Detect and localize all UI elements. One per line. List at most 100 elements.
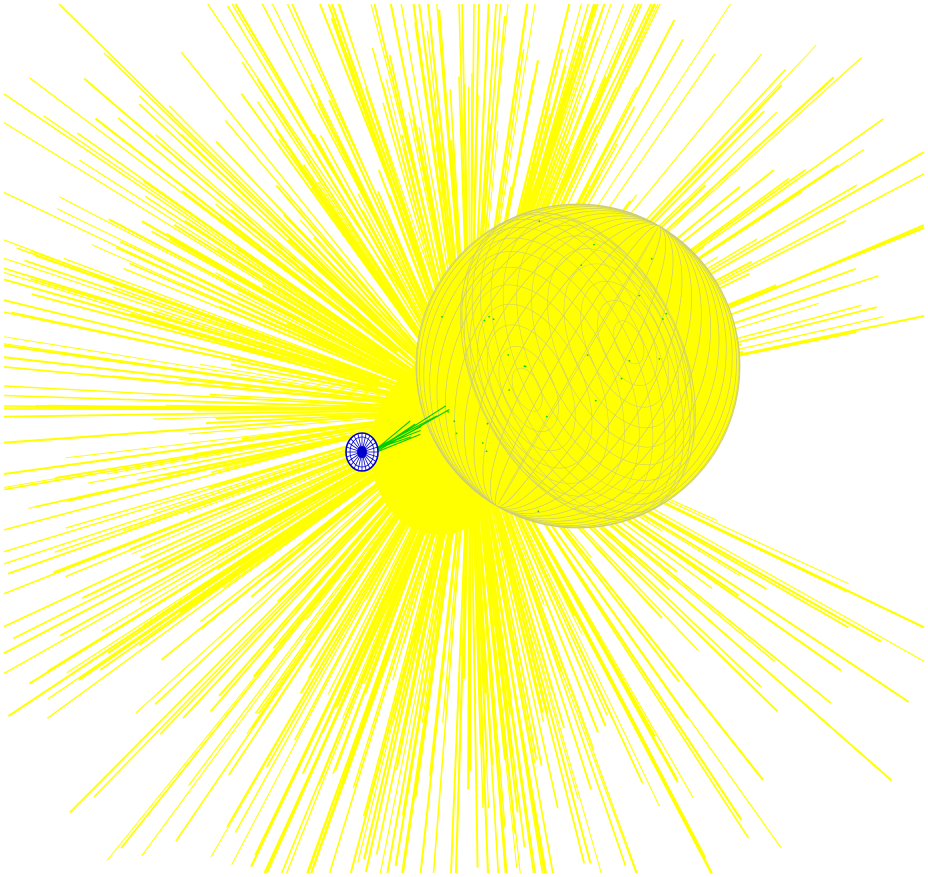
ray: [175, 429, 457, 842]
sphere-mesh-line: [516, 225, 696, 481]
ray: [471, 465, 484, 809]
ray: [481, 456, 585, 864]
ray: [335, 446, 455, 708]
ray: [3, 394, 391, 409]
ray: [493, 493, 554, 692]
ray: [230, 355, 453, 407]
ray: [328, 466, 455, 874]
ray: [3, 278, 379, 389]
trajectory: [369, 405, 447, 455]
ray: [3, 433, 423, 655]
ray: [180, 51, 460, 397]
hit-point: [492, 318, 495, 321]
ray: [473, 449, 521, 874]
hit-point: [538, 220, 541, 223]
hit-point: [662, 318, 664, 320]
ray: [3, 410, 378, 418]
ray: [76, 132, 398, 360]
ray: [371, 47, 447, 320]
ray: [139, 426, 442, 604]
ray: [386, 476, 460, 874]
ray: [3, 311, 423, 401]
ray: [130, 251, 443, 398]
ray: [252, 472, 420, 678]
ray: [328, 99, 440, 343]
ray: [357, 434, 456, 598]
ray: [301, 499, 430, 774]
ray: [86, 373, 426, 407]
ray: [271, 3, 437, 335]
ray: [184, 219, 444, 393]
ray: [188, 414, 410, 435]
ray: [256, 78, 451, 379]
ray: [495, 486, 627, 867]
ray: [479, 462, 538, 760]
ray: [237, 292, 406, 379]
ray: [173, 224, 389, 360]
hit-point: [638, 294, 641, 297]
ray: [3, 122, 391, 363]
ray: [63, 257, 403, 386]
ray-burst: [3, 3, 925, 874]
sphere-mesh-line: [563, 263, 679, 429]
detector-disk: [345, 432, 379, 472]
ray: [421, 438, 468, 862]
ray: [58, 3, 411, 352]
ray: [394, 473, 461, 867]
ray: [364, 446, 463, 873]
ray: [91, 415, 459, 595]
target-sphere: [415, 203, 741, 529]
ray: [487, 477, 592, 864]
ray: [325, 499, 435, 768]
ray: [250, 492, 432, 868]
ray: [7, 432, 406, 575]
ray: [304, 484, 418, 641]
sphere-mesh-line: [477, 303, 593, 469]
hit-point: [524, 365, 527, 368]
ray: [3, 336, 401, 401]
ray: [471, 448, 494, 765]
ray: [3, 412, 411, 444]
hit-point: [453, 420, 456, 423]
ray: [12, 448, 391, 640]
ray: [216, 434, 431, 570]
ray: [3, 191, 392, 378]
ray: [30, 278, 404, 391]
ray: [7, 439, 425, 717]
ray: [352, 455, 457, 789]
ray: [375, 457, 461, 855]
ray: [3, 405, 414, 411]
ray: [224, 119, 428, 360]
ray: [30, 249, 393, 383]
hit-point: [508, 389, 511, 391]
ray: [222, 449, 415, 589]
ray: [469, 452, 479, 868]
ray: [472, 451, 508, 874]
hit-point: [485, 450, 488, 453]
sphere-mesh-line: [580, 280, 670, 408]
ray: [309, 488, 422, 668]
ray: [3, 385, 373, 407]
ray: [401, 466, 463, 874]
ray: [432, 457, 468, 874]
hit-point: [665, 312, 668, 315]
ray: [154, 473, 402, 706]
ray: [83, 77, 399, 349]
ray: [153, 310, 400, 389]
ray: [215, 410, 427, 420]
ray: [286, 425, 465, 874]
ray: [310, 503, 445, 874]
ray: [43, 115, 401, 363]
ray: [3, 430, 376, 531]
ray: [230, 209, 447, 391]
ray: [158, 309, 429, 398]
ray: [483, 472, 559, 809]
ray: [513, 476, 750, 839]
ray: [34, 254, 460, 407]
ray: [189, 371, 425, 405]
ray: [312, 454, 432, 593]
ray: [34, 412, 455, 508]
ray: [69, 464, 417, 814]
